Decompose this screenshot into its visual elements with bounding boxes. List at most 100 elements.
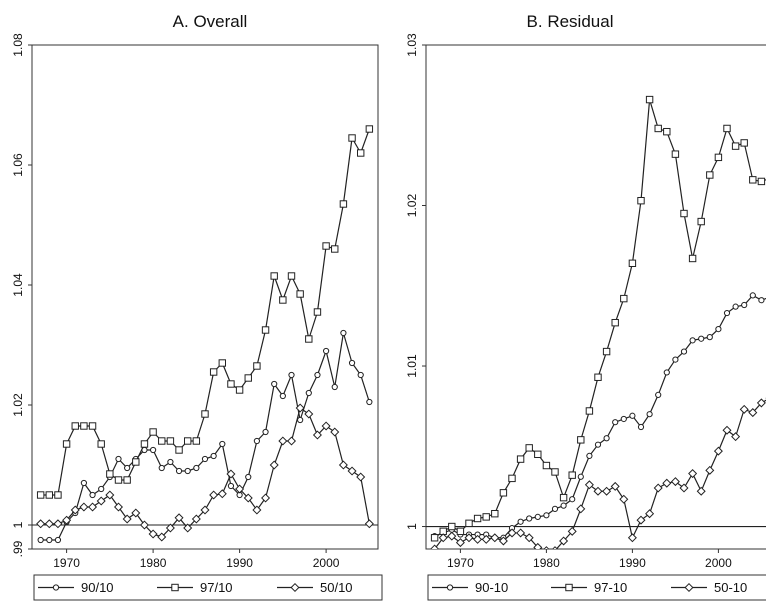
data-point-97-10 <box>645 95 654 104</box>
data-point-90/10 <box>98 485 105 493</box>
data-point-97/10 <box>97 440 105 448</box>
data-point-97-10 <box>757 177 766 186</box>
data-point-90/10 <box>124 464 131 472</box>
data-point-50/10 <box>286 436 297 446</box>
data-point-97/10 <box>253 362 261 370</box>
data-point-97-10 <box>473 514 482 523</box>
data-point-97/10 <box>201 410 209 418</box>
data-point-97/10 <box>218 359 227 367</box>
data-point-90/10 <box>167 458 174 466</box>
data-point-90/10 <box>201 455 209 463</box>
y-tick-label: 1.03 <box>405 33 419 57</box>
legend-label: 97-10 <box>594 580 627 595</box>
plot-frame <box>425 44 766 550</box>
data-point-50/10 <box>113 502 124 512</box>
data-point-50/10 <box>209 490 219 500</box>
data-point-90/10 <box>150 446 157 454</box>
y-tick-label: 1 <box>405 523 419 530</box>
x-tick-label: 1970 <box>53 556 80 570</box>
data-point-90-10 <box>526 515 533 522</box>
data-point-97/10 <box>287 272 296 280</box>
legend: 90-10 97-10 50-10 <box>427 574 766 601</box>
data-point-50/10 <box>321 421 331 431</box>
data-point-90-10 <box>732 303 739 310</box>
data-point-97-10 <box>499 489 508 497</box>
data-point-97/10 <box>331 245 339 253</box>
plot-area <box>430 95 766 549</box>
data-point-97/10 <box>305 335 313 343</box>
data-point-50/10 <box>62 515 72 525</box>
data-point-97/10 <box>244 374 252 382</box>
data-point-97-10 <box>602 347 611 356</box>
data-point-97/10 <box>88 422 97 430</box>
data-point-50-10 <box>756 398 766 408</box>
data-point-50/10 <box>165 523 175 533</box>
data-point-50-10 <box>610 481 620 491</box>
data-point-50-10 <box>670 477 680 487</box>
data-point-50-10 <box>679 483 689 493</box>
x-tick-label: 2000 <box>313 556 340 570</box>
data-point-90-10 <box>543 512 550 519</box>
data-point-97/10 <box>106 470 114 478</box>
chart-panel-1: A. Overall .99 1 1.02 1.04 1.06 1.08 1970 1980 19… <box>11 12 383 601</box>
data-point-97-10 <box>577 436 585 444</box>
data-point-90/10 <box>271 380 278 388</box>
data-point-97/10 <box>132 458 140 466</box>
data-point-50-10 <box>576 504 586 514</box>
data-point-90-10 <box>663 369 670 376</box>
data-point-97/10 <box>235 386 244 394</box>
data-point-90-10 <box>560 502 567 509</box>
data-point-50-10 <box>636 515 646 525</box>
data-point-97/10 <box>71 422 79 430</box>
chart-title: A. Overall <box>173 12 248 31</box>
data-point-97/10 <box>357 149 365 157</box>
data-point-97/10 <box>114 476 123 484</box>
data-point-90-10 <box>646 411 653 418</box>
data-point-50/10 <box>269 460 279 470</box>
data-point-97/10 <box>184 437 192 445</box>
data-point-97/10 <box>261 326 270 334</box>
data-point-50/10 <box>356 472 366 482</box>
data-point-90-10 <box>758 297 765 304</box>
data-point-97-10 <box>697 217 705 226</box>
data-point-50-10 <box>481 534 491 544</box>
legend-label: 90-10 <box>475 580 508 595</box>
x-tick-label: 1990 <box>226 556 253 570</box>
data-point-97-10 <box>714 153 723 162</box>
data-point-90/10 <box>219 440 226 448</box>
data-point-50/10 <box>96 496 106 506</box>
data-point-50/10 <box>217 489 227 499</box>
data-point-90-10 <box>741 301 748 309</box>
data-point-97-10 <box>456 527 465 536</box>
data-point-90-10 <box>723 309 731 317</box>
data-point-97/10 <box>45 491 53 499</box>
data-point-97-10 <box>430 534 439 542</box>
data-point-50-10 <box>552 546 558 549</box>
data-point-50/10 <box>53 519 63 529</box>
y-tick-label: 1.08 <box>11 33 25 57</box>
data-point-97-10 <box>706 171 714 179</box>
data-point-50-10 <box>722 425 732 435</box>
data-point-50/10 <box>70 505 80 515</box>
data-point-90/10 <box>175 467 183 475</box>
y-tick-label: 1 <box>11 521 25 528</box>
data-point-50/10 <box>347 466 357 476</box>
data-point-97/10 <box>62 440 71 448</box>
data-point-97-10 <box>723 124 731 133</box>
data-point-90-10 <box>637 423 645 431</box>
data-point-97-10 <box>594 373 602 381</box>
data-point-97-10 <box>628 259 637 267</box>
data-point-97-10 <box>585 407 594 415</box>
y-tick-label: 1.02 <box>11 393 25 417</box>
data-point-50/10 <box>235 484 245 494</box>
data-point-50-10 <box>688 469 698 479</box>
data-point-50-10 <box>602 486 612 496</box>
data-point-90/10 <box>262 428 269 436</box>
data-point-97/10 <box>296 290 304 298</box>
data-point-90-10 <box>577 473 584 480</box>
data-point-50-10 <box>447 531 457 541</box>
data-point-90/10 <box>357 371 364 379</box>
data-point-90/10 <box>314 371 321 379</box>
data-point-97/10 <box>149 428 157 436</box>
series-line-90-10 <box>434 294 766 539</box>
